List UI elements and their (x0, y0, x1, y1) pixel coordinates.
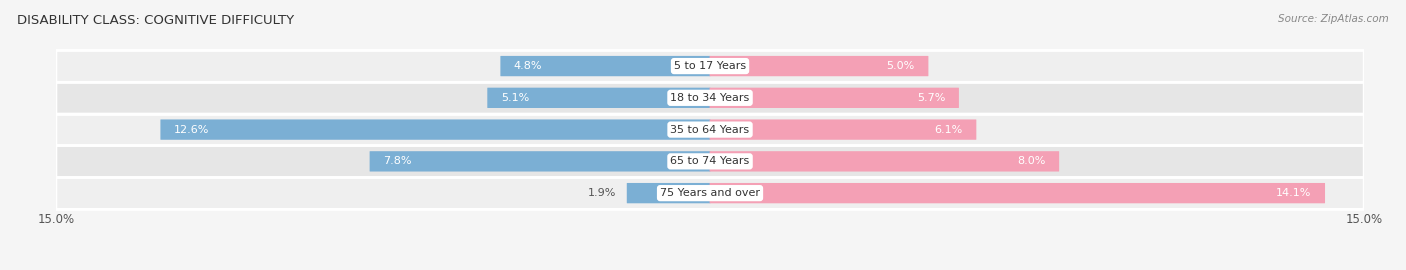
Text: 5 to 17 Years: 5 to 17 Years (673, 61, 747, 71)
FancyBboxPatch shape (710, 56, 928, 76)
Text: 5.1%: 5.1% (501, 93, 529, 103)
FancyBboxPatch shape (710, 119, 976, 140)
FancyBboxPatch shape (627, 183, 710, 203)
Text: 7.8%: 7.8% (382, 156, 412, 166)
Text: 1.9%: 1.9% (588, 188, 616, 198)
Text: 12.6%: 12.6% (174, 124, 209, 135)
FancyBboxPatch shape (488, 88, 710, 108)
Text: 65 to 74 Years: 65 to 74 Years (671, 156, 749, 166)
FancyBboxPatch shape (56, 177, 1364, 209)
FancyBboxPatch shape (710, 183, 1324, 203)
Text: 18 to 34 Years: 18 to 34 Years (671, 93, 749, 103)
FancyBboxPatch shape (56, 114, 1364, 146)
Text: 35 to 64 Years: 35 to 64 Years (671, 124, 749, 135)
Text: 8.0%: 8.0% (1018, 156, 1046, 166)
FancyBboxPatch shape (56, 50, 1364, 82)
FancyBboxPatch shape (160, 119, 710, 140)
Text: Source: ZipAtlas.com: Source: ZipAtlas.com (1278, 14, 1389, 23)
Text: 5.7%: 5.7% (917, 93, 945, 103)
Text: 14.1%: 14.1% (1277, 188, 1312, 198)
Text: 4.8%: 4.8% (515, 61, 543, 71)
FancyBboxPatch shape (56, 82, 1364, 114)
FancyBboxPatch shape (370, 151, 710, 171)
Text: DISABILITY CLASS: COGNITIVE DIFFICULTY: DISABILITY CLASS: COGNITIVE DIFFICULTY (17, 14, 294, 26)
Text: 75 Years and over: 75 Years and over (659, 188, 761, 198)
Text: 6.1%: 6.1% (935, 124, 963, 135)
FancyBboxPatch shape (710, 151, 1059, 171)
FancyBboxPatch shape (501, 56, 710, 76)
FancyBboxPatch shape (56, 146, 1364, 177)
Text: 5.0%: 5.0% (887, 61, 915, 71)
FancyBboxPatch shape (710, 88, 959, 108)
